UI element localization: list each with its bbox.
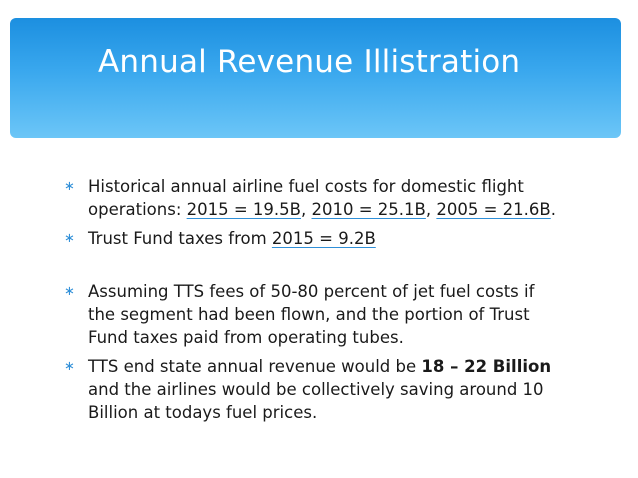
bullet-text-line: Historical annual airline fuel costs for… <box>88 177 524 196</box>
bullet-item-fuel-costs: ∗ Historical annual airline fuel costs f… <box>64 175 584 221</box>
bullet-text-line: and the airlines would be collectively s… <box>88 380 544 399</box>
revenue-range: 18 – 22 Billion <box>421 357 552 376</box>
bullet-icon: ∗ <box>64 179 75 194</box>
bullet-list: ∗ Historical annual airline fuel costs f… <box>64 175 584 430</box>
slide-title: Annual Revenue Illistration <box>98 44 521 80</box>
title-band <box>10 18 621 138</box>
bullet-text-line: the segment had been flown, and the port… <box>88 305 530 324</box>
bullet-text-line: operations: <box>88 200 187 219</box>
bullet-text-line: Fund taxes paid from operating tubes. <box>88 328 404 347</box>
bullet-item-trust-fund: ∗ Trust Fund taxes from 2015 = 9.2B <box>64 227 584 250</box>
bullet-icon: ∗ <box>64 284 75 299</box>
separator: , <box>301 200 312 219</box>
bullet-text-line: Billion at todays fuel prices. <box>88 403 318 422</box>
separator: , <box>425 200 437 219</box>
bullet-text-line: Assuming TTS fees of 50-80 percent of je… <box>88 282 535 301</box>
bullet-icon: ∗ <box>64 231 75 246</box>
link-fuel-2010[interactable]: 2010 = 25.1B <box>311 200 426 219</box>
link-trust-fund-2015[interactable]: 2015 = 9.2B <box>271 229 376 248</box>
bullet-text-line: TTS end state annual revenue would be <box>88 357 422 376</box>
bullet-item-revenue: ∗ TTS end state annual revenue would be … <box>64 355 584 424</box>
link-fuel-2015[interactable]: 2015 = 19.5B <box>186 200 301 219</box>
bullet-item-assumption: ∗ Assuming TTS fees of 50-80 percent of … <box>64 280 584 349</box>
bullet-icon: ∗ <box>64 359 75 374</box>
link-fuel-2005[interactable]: 2005 = 21.6B <box>436 200 551 219</box>
bullet-text-line: Trust Fund taxes from <box>88 229 272 248</box>
line-end: . <box>550 200 556 219</box>
